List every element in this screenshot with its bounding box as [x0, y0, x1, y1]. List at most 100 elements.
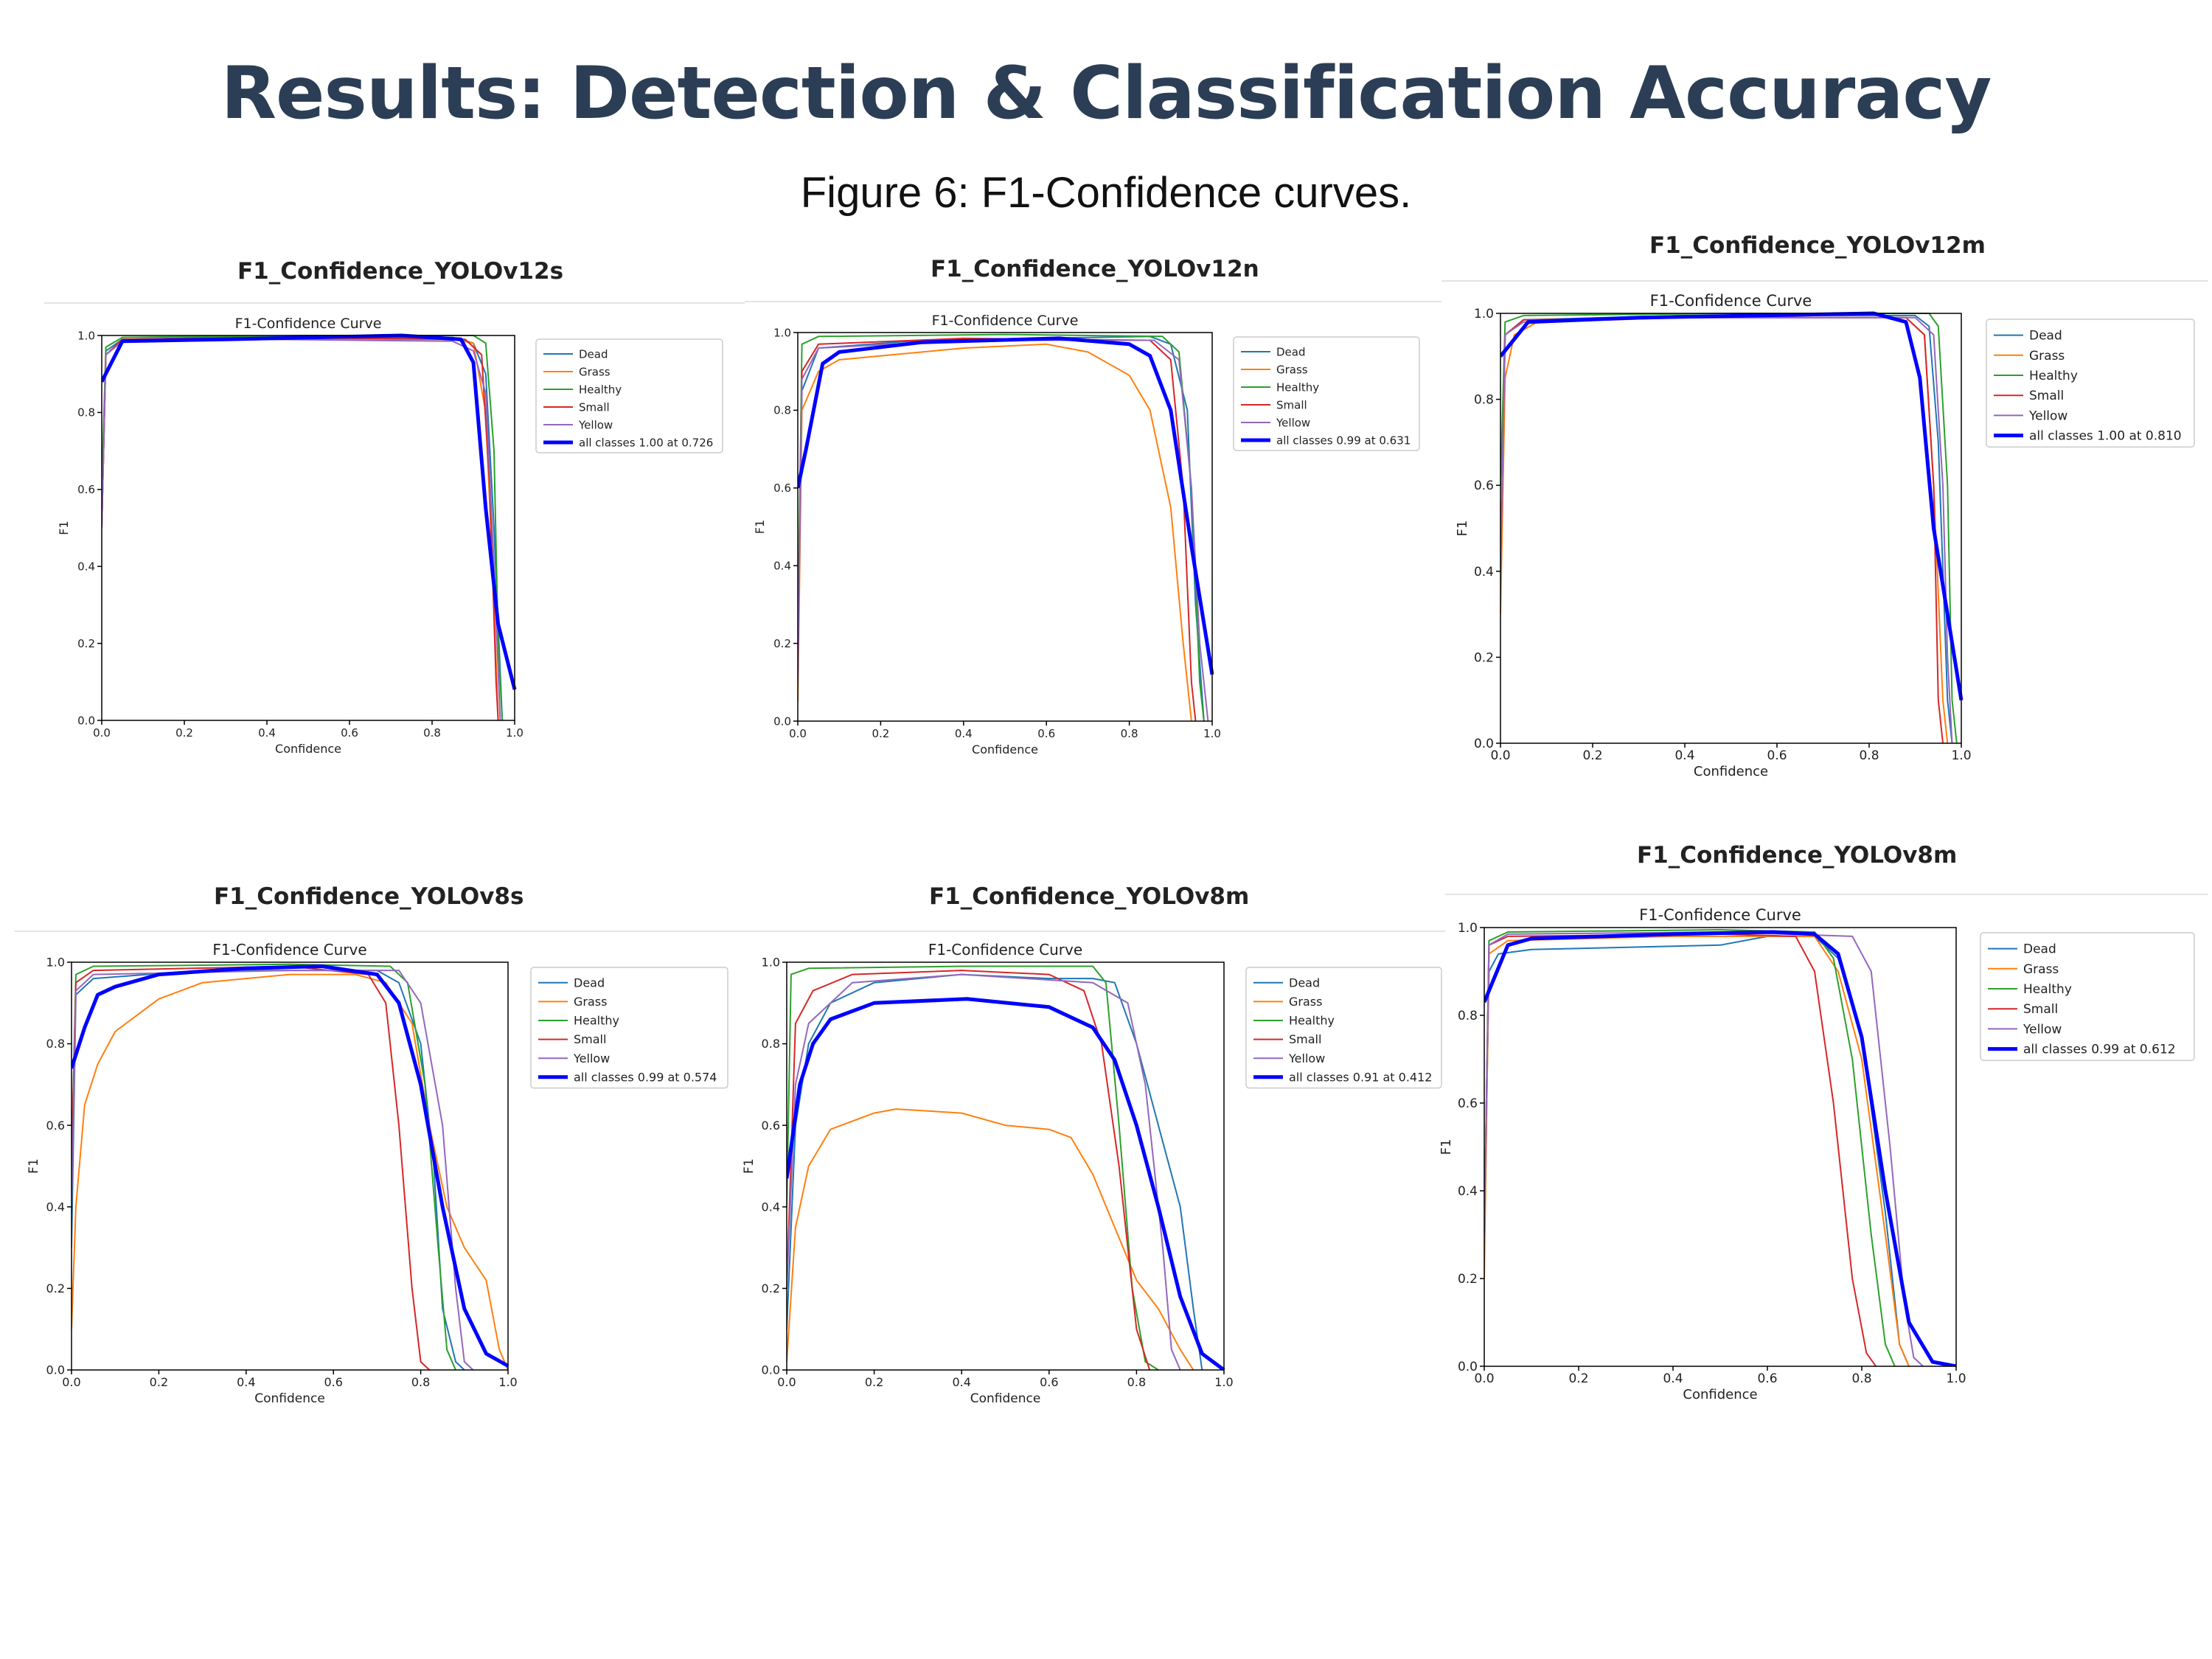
y-tick-label: 1.0 [77, 329, 95, 342]
x-tick-label: 0.6 [341, 726, 358, 740]
y-tick-label: 0.6 [1474, 479, 1494, 493]
y-tick-label: 0.6 [773, 481, 791, 495]
x-tick-label: 1.0 [1214, 1375, 1233, 1389]
series-line-healthy [102, 335, 504, 720]
y-tick-label: 0.6 [762, 1119, 780, 1133]
legend-label: Dead [579, 347, 608, 361]
y-axis-label: F1 [1455, 521, 1470, 537]
y-tick-label: 0.4 [773, 559, 791, 572]
panel-title: F1_Confidence_YOLOv8m [1637, 842, 1958, 869]
legend-label: all classes 0.99 at 0.574 [574, 1070, 717, 1084]
series-line-yellow [72, 970, 474, 1370]
legend-label: Dead [574, 975, 605, 990]
panel-divider [745, 301, 1441, 302]
legend-label: all classes 1.00 at 0.726 [579, 436, 713, 449]
y-tick-label: 0.2 [773, 637, 791, 650]
y-tick-label: 1.0 [762, 956, 780, 970]
legend-label: Yellow [573, 1051, 610, 1065]
x-tick-label: 0.6 [1040, 1375, 1058, 1389]
x-tick-label: 0.4 [237, 1375, 255, 1389]
y-tick-label: 1.0 [1458, 921, 1478, 936]
legend-label: Yellow [1276, 416, 1310, 429]
series-line-yellow [102, 338, 501, 720]
x-tick-label: 0.2 [1582, 748, 1602, 763]
panel-divider [1445, 894, 2208, 895]
legend-label: Grass [579, 365, 611, 378]
panel-title: F1_Confidence_YOLOv12n [931, 256, 1259, 282]
x-tick-label: 1.0 [498, 1375, 517, 1389]
legend-label: all classes 0.99 at 0.631 [1276, 434, 1411, 447]
legend-box [1980, 932, 2195, 1061]
series-line-grass [1500, 316, 1949, 743]
series-line-dead [1500, 314, 1953, 743]
plot-frame [101, 335, 515, 721]
legend-label: Small [579, 400, 610, 414]
chart-inner-title: F1-Confidence Curve [235, 316, 382, 332]
y-tick-label: 0.2 [1474, 650, 1494, 665]
plot-frame [797, 332, 1213, 722]
panel-divider [44, 302, 745, 304]
plot-frame [1500, 313, 1962, 744]
legend-label: Grass [574, 995, 607, 1009]
series-line-small [798, 337, 1197, 721]
panel-title: F1_Confidence_YOLOv8m [929, 883, 1250, 910]
series-line-healthy [787, 965, 1159, 1370]
series-line-all-classes [787, 997, 1225, 1370]
y-axis-label: F1 [27, 1158, 41, 1174]
legend-label: Healthy [579, 383, 622, 396]
x-tick-label: 0.0 [1490, 748, 1510, 763]
series-line-small [1500, 316, 1944, 743]
panel-divider [737, 931, 1445, 932]
x-tick-label: 0.2 [150, 1375, 168, 1389]
x-tick-label: 0.0 [789, 727, 807, 740]
x-tick-label: 0.8 [1851, 1371, 1871, 1386]
legend-label: Healthy [1289, 1014, 1335, 1028]
x-tick-label: 0.8 [411, 1375, 430, 1389]
y-tick-label: 0.0 [77, 714, 95, 727]
legend-label: Small [1276, 398, 1307, 411]
y-tick-label: 0.6 [77, 483, 95, 496]
legend-label: Dead [1276, 345, 1306, 358]
series-line-grass [798, 343, 1192, 721]
y-tick-label: 0.2 [46, 1281, 65, 1295]
series-line-all-classes [72, 964, 509, 1368]
y-tick-label: 0.4 [77, 560, 95, 573]
series-line-healthy [1500, 313, 1958, 743]
x-tick-label: 0.8 [1859, 748, 1879, 763]
x-axis-label: Confidence [1683, 1387, 1757, 1402]
x-tick-label: 0.4 [955, 727, 973, 740]
legend-box [1245, 967, 1442, 1089]
x-tick-label: 1.0 [506, 726, 524, 740]
y-axis-label: F1 [1439, 1139, 1454, 1155]
series-line-dead [102, 336, 504, 720]
legend-label: Healthy [2023, 982, 2072, 997]
y-tick-label: 0.8 [762, 1037, 780, 1051]
x-axis-label: Confidence [970, 1391, 1041, 1406]
x-tick-label: 0.4 [952, 1375, 970, 1389]
series-line-yellow [1500, 316, 1953, 743]
y-tick-label: 0.4 [1474, 565, 1494, 580]
series-line-all-classes [1500, 311, 1964, 701]
legend-label: all classes 1.00 at 0.810 [2029, 429, 2182, 444]
x-tick-label: 0.0 [93, 726, 111, 740]
series-line-all-classes [798, 336, 1214, 675]
series-line-grass [72, 973, 509, 1370]
x-tick-label: 0.6 [324, 1375, 342, 1389]
y-tick-label: 0.0 [1458, 1360, 1478, 1374]
plot-frame [71, 961, 509, 1371]
legend-label: Healthy [2029, 369, 2078, 383]
y-tick-label: 0.6 [1458, 1096, 1478, 1111]
y-tick-label: 0.8 [1458, 1009, 1478, 1023]
y-tick-label: 0.0 [762, 1363, 780, 1377]
x-tick-label: 0.4 [258, 726, 276, 740]
y-tick-label: 0.8 [773, 404, 791, 417]
series-line-small [102, 336, 499, 720]
series-line-all-classes [1484, 930, 1957, 1366]
legend-label: Small [1289, 1032, 1321, 1046]
y-tick-label: 0.2 [1458, 1272, 1478, 1287]
legend-label: Grass [1276, 363, 1308, 376]
panel-divider [15, 931, 737, 932]
chart-inner-title: F1-Confidence Curve [928, 941, 1082, 959]
y-tick-label: 0.8 [77, 406, 95, 420]
legend-label: Healthy [1276, 380, 1319, 394]
